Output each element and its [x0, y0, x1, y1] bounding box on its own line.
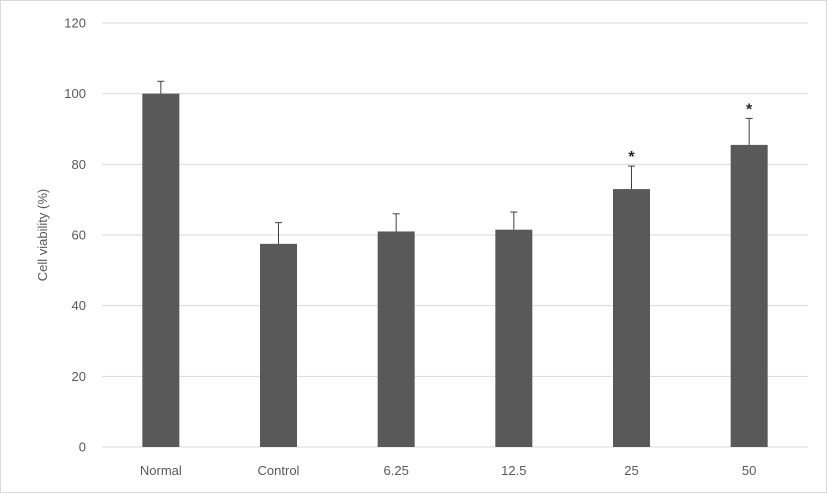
y-tick-label: 60 — [72, 228, 86, 243]
bar-6-25 — [377, 231, 415, 447]
x-tick-label: 12.5 — [501, 463, 526, 478]
error-bars — [157, 80, 753, 244]
significance-markers: ** — [628, 101, 753, 166]
y-tick-label: 40 — [72, 298, 86, 313]
gridlines — [102, 22, 808, 448]
bar-12-5 — [495, 229, 533, 447]
y-tick-label: 120 — [64, 16, 86, 31]
x-tick-label: 25 — [624, 463, 638, 478]
x-tick-label: Normal — [140, 463, 182, 478]
y-tick-label: 0 — [79, 440, 86, 455]
y-tick-labels: 0 20 40 60 80 100 120 — [64, 16, 86, 455]
significance-marker: * — [628, 149, 635, 166]
y-axis-title: Cell viability (%) — [35, 189, 50, 281]
bar-50 — [730, 144, 768, 447]
x-tick-label: Control — [258, 463, 300, 478]
y-tick-label: 80 — [72, 157, 86, 172]
bars — [142, 93, 768, 448]
x-tick-label: 50 — [742, 463, 756, 478]
x-tick-labels: Normal Control 6.25 12.5 25 50 — [140, 463, 757, 478]
y-tick-label: 20 — [72, 369, 86, 384]
x-tick-label: 6.25 — [384, 463, 409, 478]
y-tick-label: 100 — [64, 86, 86, 101]
bar-25 — [613, 189, 650, 448]
significance-marker: * — [746, 101, 753, 118]
bar-normal — [142, 93, 180, 448]
bar-control — [260, 243, 297, 447]
